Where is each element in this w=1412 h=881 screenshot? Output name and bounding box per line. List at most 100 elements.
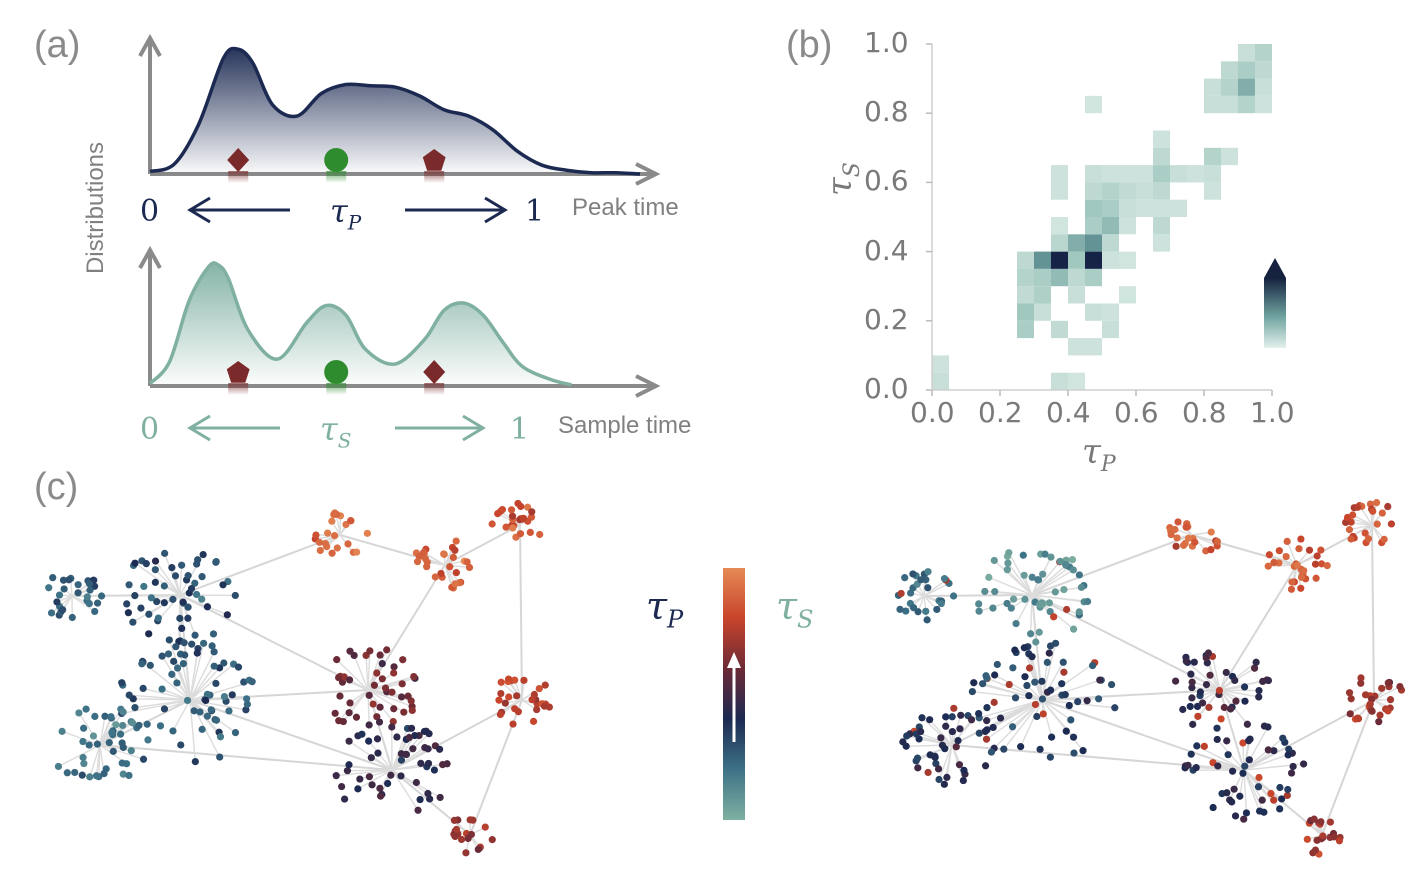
network-right-node: [933, 605, 941, 614]
network-right-node: [1228, 767, 1237, 775]
network-right-node: [1260, 722, 1269, 730]
network-left-edge: [189, 665, 215, 701]
heatmap-ytick: 0.2: [864, 302, 909, 336]
network-right-node: [1369, 507, 1377, 515]
network-left-node: [354, 785, 362, 793]
heatmap-cell: [1068, 372, 1085, 390]
network-right-node: [1031, 678, 1039, 686]
network-left-node: [105, 739, 113, 747]
network-left-node: [146, 661, 154, 669]
network-left-node: [376, 703, 384, 711]
network-right-node: [996, 714, 1005, 722]
heatmap-cell: [1153, 182, 1170, 200]
network-left-edge: [189, 699, 236, 734]
network-left-node: [191, 579, 199, 587]
network-right-edge: [1243, 769, 1248, 813]
network-right-node: [990, 556, 998, 565]
network-left-node: [328, 549, 336, 557]
network-left-node: [420, 727, 429, 736]
network-right-edge: [929, 719, 953, 746]
network-right-edge: [1031, 569, 1074, 596]
network-right-edge: [1219, 689, 1245, 771]
network-right-node: [1264, 746, 1272, 754]
network-left-node: [198, 573, 206, 581]
network-right-node: [1027, 630, 1035, 638]
network-left-node: [173, 664, 182, 672]
network-right-node: [1310, 815, 1318, 823]
network-left-node: [228, 691, 236, 699]
network-right-edge: [1185, 660, 1221, 691]
network-left-node: [387, 771, 395, 779]
network-right-node: [1318, 560, 1326, 568]
network-left-edge: [71, 595, 96, 613]
network-left-node: [212, 679, 220, 688]
network-right-node: [1297, 584, 1305, 592]
network-right-node: [934, 765, 943, 773]
heatmap-cell: [1102, 303, 1119, 321]
network-right-node: [948, 727, 957, 736]
network-left-edge: [154, 569, 181, 596]
network-left-node: [207, 706, 215, 714]
network-right-node: [1039, 570, 1047, 578]
network-left-node: [505, 693, 513, 701]
heatmap-cell: [1204, 95, 1221, 114]
network-right-node: [1330, 833, 1338, 841]
network-left-node: [145, 610, 153, 618]
sample-zero-label: 0: [140, 412, 160, 447]
network-right-node: [1267, 789, 1275, 798]
network-left-node: [108, 728, 116, 737]
network-right-edge: [1041, 662, 1096, 701]
network-right-edge: [1031, 656, 1043, 701]
heatmap-ytick: 0.4: [864, 233, 909, 267]
network-left-edge: [99, 722, 133, 746]
colorbar-left-label: τP: [646, 584, 683, 634]
network-right-node: [1059, 658, 1067, 666]
network-right-node: [1182, 657, 1190, 665]
network-left-edge: [134, 562, 181, 596]
network-left-node: [365, 691, 373, 699]
network-right-edge: [1003, 699, 1043, 750]
network-right-node: [923, 616, 931, 624]
network-left-node: [407, 724, 416, 732]
network-left-edge: [519, 524, 523, 701]
network-right-node: [922, 607, 930, 615]
network-right-node: [956, 725, 964, 733]
network-right-node: [1179, 705, 1187, 714]
network-right-edge: [1031, 534, 1193, 596]
network-right-node: [1223, 789, 1231, 797]
network-right-node: [1061, 691, 1069, 699]
network-left-node: [168, 564, 176, 572]
sample-marker-circle: [324, 360, 349, 384]
network-right-node: [1378, 509, 1386, 517]
network-right-node: [1025, 692, 1033, 700]
network-left-node: [123, 600, 131, 608]
network-left-node: [60, 585, 68, 593]
network-left-node: [225, 707, 233, 715]
heatmap-cell: [1085, 268, 1102, 287]
network-left-node: [373, 735, 382, 743]
network-right-node: [1378, 684, 1386, 692]
network-right-node: [913, 754, 922, 762]
network-right-node: [991, 671, 999, 679]
network-left-node: [191, 757, 199, 766]
network-left-node: [179, 598, 187, 606]
peak-one-label: 1: [525, 194, 545, 229]
heatmap-cell: [1153, 199, 1170, 217]
network-right-node: [1107, 680, 1116, 689]
network-right-node: [918, 714, 926, 722]
network-left-node: [390, 705, 398, 713]
network-right-node: [1063, 605, 1071, 614]
heatmap-xtick: 1.0: [1250, 396, 1295, 429]
network-left-edge: [189, 643, 205, 701]
network-right-edge: [1041, 699, 1245, 771]
network-right-edge: [1211, 656, 1221, 691]
network-left-edge: [444, 524, 521, 566]
heatmap-cell: [1119, 182, 1136, 200]
network-left-node: [378, 675, 386, 683]
network-right-node: [1075, 608, 1083, 616]
network-left-node: [139, 755, 148, 763]
network-right-node: [1032, 638, 1040, 646]
heatmap-cell: [1051, 372, 1068, 390]
network-left-node: [528, 696, 536, 704]
network-left-node: [424, 759, 433, 768]
